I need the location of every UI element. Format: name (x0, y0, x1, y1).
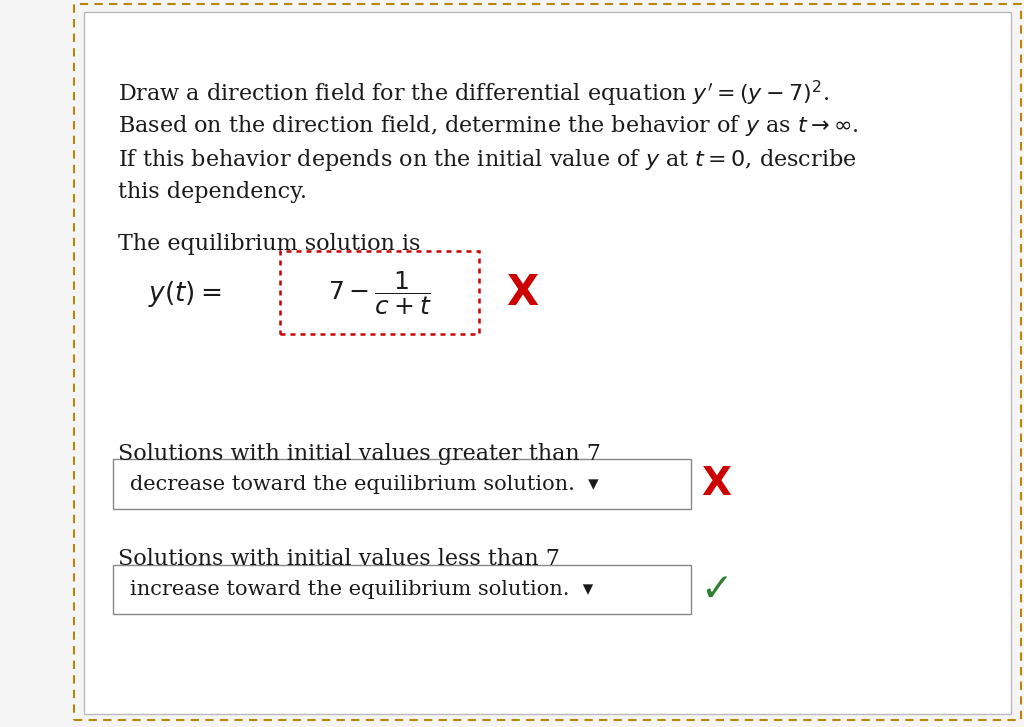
Text: The equilibrium solution is: The equilibrium solution is (118, 233, 420, 254)
Text: decrease toward the equilibrium solution.  ▾: decrease toward the equilibrium solution… (130, 475, 599, 494)
FancyBboxPatch shape (280, 251, 479, 334)
Text: Draw a direction field for the differential equation $y' = (y - 7)^2$.: Draw a direction field for the different… (118, 79, 828, 109)
FancyBboxPatch shape (74, 4, 1021, 720)
Text: If this behavior depends on the initial value of $y$ at $t = 0$, describe: If this behavior depends on the initial … (118, 147, 856, 173)
Text: Based on the direction field, determine the behavior of $y$ as $t \to \infty$.: Based on the direction field, determine … (118, 113, 858, 137)
Text: Solutions with initial values greater than 7: Solutions with initial values greater th… (118, 443, 601, 465)
FancyBboxPatch shape (84, 12, 1011, 714)
Text: ✓: ✓ (700, 571, 733, 608)
FancyBboxPatch shape (113, 565, 691, 614)
Text: $y(t) =$: $y(t) =$ (148, 279, 222, 310)
Text: this dependency.: this dependency. (118, 181, 307, 203)
Text: increase toward the equilibrium solution.  ▾: increase toward the equilibrium solution… (130, 580, 593, 599)
Text: Solutions with initial values less than 7: Solutions with initial values less than … (118, 548, 560, 570)
FancyBboxPatch shape (113, 459, 691, 509)
Text: $\mathbf{X}$: $\mathbf{X}$ (701, 465, 732, 503)
Text: $7 - \dfrac{1}{c+t}$: $7 - \dfrac{1}{c+t}$ (328, 269, 431, 316)
Text: $\mathbf{X}$: $\mathbf{X}$ (506, 272, 539, 314)
